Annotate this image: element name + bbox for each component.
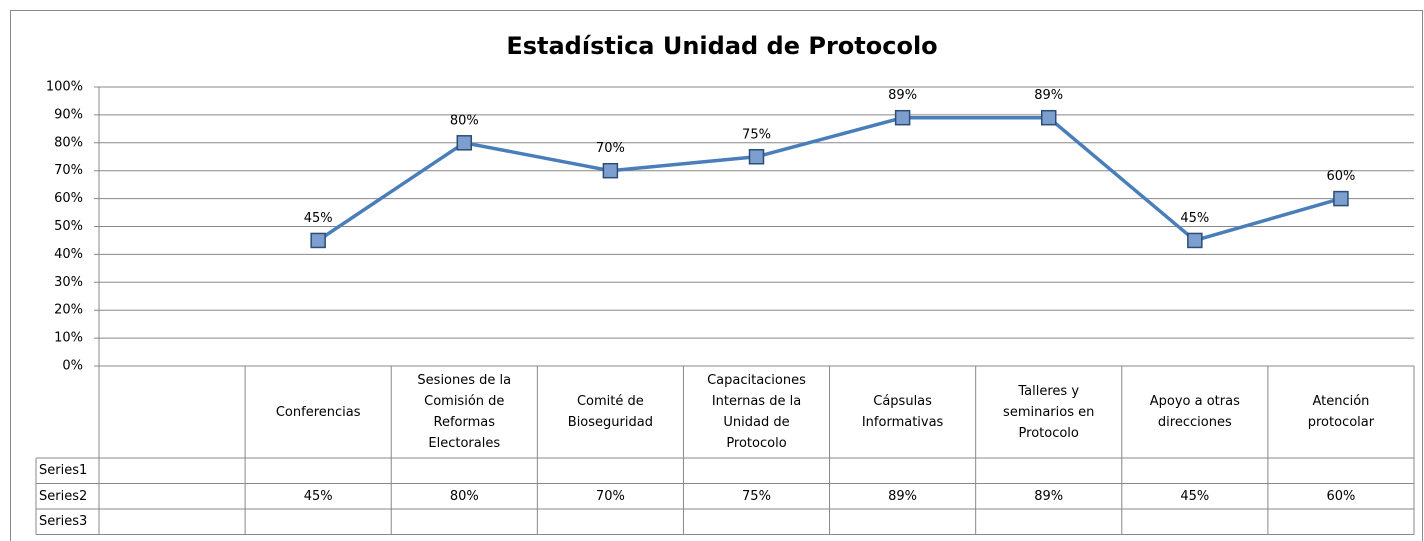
category-label: Sesiones de la Comisión de Reformas Elec… — [417, 373, 512, 451]
y-tick-label: 100% — [46, 80, 83, 95]
y-tick-label: 50% — [54, 219, 83, 234]
y-tick-label: 80% — [54, 135, 83, 150]
marker — [1187, 232, 1203, 249]
y-tick-label: 20% — [54, 303, 83, 318]
table-value: 45% — [303, 488, 333, 504]
legend-entry: Series1 — [39, 463, 88, 479]
data-label: 70% — [596, 141, 625, 156]
marker — [456, 135, 473, 151]
data-label: 60% — [1326, 169, 1355, 184]
table-value: 45% — [1180, 488, 1210, 504]
marker — [894, 109, 911, 126]
marker — [1040, 109, 1057, 126]
chart-title: Estadística Unidad de Protocolo — [506, 32, 937, 60]
data-label: 89% — [1034, 88, 1063, 103]
y-tick-label: 70% — [54, 163, 83, 178]
y-tick-label: 10% — [54, 331, 83, 346]
data-label: 45% — [1180, 211, 1209, 226]
table-value: 89% — [888, 488, 918, 504]
marker — [748, 149, 765, 165]
y-tick-label: 60% — [54, 191, 83, 206]
y-tick-label: 0% — [62, 359, 83, 374]
data-label: 80% — [450, 113, 479, 128]
data-label: 89% — [888, 88, 917, 103]
marker — [1333, 190, 1349, 207]
category-label: Talleres y seminarios en Protocolo — [1003, 383, 1095, 441]
category-label: Conferencias — [275, 404, 361, 420]
y-tick-label: 90% — [54, 107, 83, 122]
category-label: Apoyo a otras direcciones — [1149, 394, 1240, 430]
data-label: 45% — [304, 211, 333, 226]
marker — [602, 162, 619, 179]
legend-entry: Series2 — [39, 488, 88, 504]
category-label: Cápsulas Informativas — [861, 394, 944, 430]
table-value: 80% — [449, 488, 479, 504]
table-value: 75% — [742, 488, 771, 504]
category-label: Comité de Bioseguridad — [567, 394, 653, 430]
category-label: Capacitaciones Internas de la Unidad de … — [707, 373, 806, 451]
series-line — [317, 115, 1342, 243]
chart-border — [10, 10, 1423, 541]
table-value: 89% — [1034, 488, 1064, 504]
y-tick-label: 40% — [54, 247, 83, 262]
y-tick-label: 30% — [54, 275, 83, 290]
data-label: 75% — [742, 127, 771, 142]
table-value: 60% — [1326, 488, 1356, 504]
table-value: 70% — [595, 488, 625, 504]
legend-entry: Series3 — [39, 514, 88, 530]
category-label: Atención protocolar — [1307, 394, 1375, 430]
marker — [310, 232, 326, 249]
